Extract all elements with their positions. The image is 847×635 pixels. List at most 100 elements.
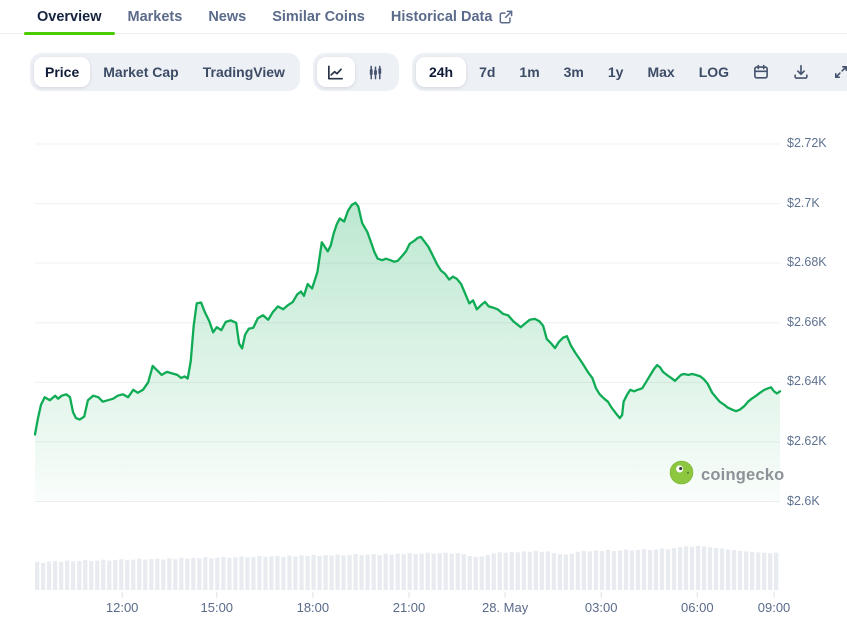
volume-bar bbox=[629, 550, 635, 590]
line-chart-button[interactable] bbox=[316, 57, 355, 87]
volume-bar bbox=[762, 552, 767, 590]
volume-bar bbox=[473, 556, 478, 590]
volume-bar bbox=[707, 547, 713, 590]
x-axis-label: 15:00 bbox=[200, 600, 234, 615]
tradingview-tab[interactable]: TradingView bbox=[202, 64, 285, 80]
watermark-text: coingecko bbox=[701, 465, 785, 484]
external-link-icon bbox=[499, 10, 513, 24]
line-chart-icon bbox=[326, 63, 345, 82]
range-7d-button[interactable]: 7d bbox=[479, 64, 496, 80]
volume-bar bbox=[647, 550, 653, 590]
tab-news[interactable]: News bbox=[195, 0, 259, 34]
calendar-button[interactable] bbox=[742, 57, 780, 87]
x-axis-label: 18:00 bbox=[296, 600, 330, 615]
volume-bar bbox=[593, 550, 599, 590]
volume-bar bbox=[239, 556, 244, 590]
volume-bars bbox=[35, 545, 779, 590]
volume-bar bbox=[269, 556, 274, 590]
volume-bar bbox=[509, 551, 514, 590]
volume-bar bbox=[677, 547, 683, 590]
volume-bar bbox=[383, 553, 388, 590]
download-button[interactable] bbox=[782, 57, 820, 87]
volume-bar bbox=[750, 551, 755, 590]
volume-bar bbox=[431, 553, 436, 590]
volume-bar bbox=[485, 555, 490, 590]
volume-bar bbox=[149, 559, 154, 590]
volume-bar bbox=[665, 549, 671, 590]
volume-bar bbox=[287, 555, 292, 590]
volume-bar bbox=[671, 548, 677, 590]
volume-bar bbox=[467, 556, 472, 590]
y-axis-label: $2.7K bbox=[787, 195, 820, 210]
volume-bar bbox=[353, 554, 358, 590]
range-24h-button[interactable]: 24h bbox=[415, 57, 467, 87]
volume-bar bbox=[605, 550, 611, 590]
fullscreen-button[interactable] bbox=[822, 57, 847, 87]
range-3m-button[interactable]: 3m bbox=[563, 64, 584, 80]
volume-bar bbox=[227, 557, 232, 590]
volume-bar bbox=[569, 553, 574, 590]
volume-bar bbox=[71, 561, 76, 590]
market-cap-tab[interactable]: Market Cap bbox=[103, 64, 179, 80]
volume-bar bbox=[281, 556, 286, 590]
volume-bar bbox=[299, 555, 304, 590]
tab-bar: Overview Markets News Similar Coins Hist… bbox=[0, 0, 847, 35]
volume-bar bbox=[497, 552, 502, 590]
volume-bar bbox=[275, 556, 280, 590]
range-1m-button[interactable]: 1m bbox=[519, 64, 540, 80]
volume-bar bbox=[251, 556, 256, 590]
volume-bar bbox=[407, 553, 412, 590]
volume-bar bbox=[359, 555, 364, 590]
volume-bar bbox=[725, 549, 731, 590]
tab-historical-data[interactable]: Historical Data bbox=[378, 0, 527, 34]
volume-bar bbox=[659, 548, 665, 590]
volume-bar bbox=[617, 550, 623, 590]
volume-bar bbox=[744, 551, 749, 590]
y-axis-label: $2.62K bbox=[787, 433, 827, 448]
volume-bar bbox=[533, 550, 538, 590]
volume-bar bbox=[545, 551, 550, 590]
volume-bar bbox=[155, 558, 160, 590]
volume-bar bbox=[479, 556, 484, 590]
tab-markets[interactable]: Markets bbox=[115, 0, 196, 34]
volume-bar bbox=[53, 561, 58, 590]
price-tab[interactable]: Price bbox=[34, 57, 91, 87]
chart-type-switcher bbox=[312, 53, 399, 91]
volume-bar bbox=[557, 554, 562, 590]
range-1y-button[interactable]: 1y bbox=[607, 64, 624, 80]
volume-bar bbox=[521, 551, 526, 590]
volume-bar bbox=[683, 546, 689, 590]
tab-similar-coins[interactable]: Similar Coins bbox=[259, 0, 378, 34]
tab-label: News bbox=[208, 8, 247, 25]
volume-bar bbox=[119, 559, 124, 590]
log-scale-button[interactable]: LOG bbox=[698, 64, 730, 80]
volume-bar bbox=[209, 558, 214, 590]
volume-bar bbox=[443, 552, 448, 590]
range-switcher: 24h 7d 1m 3m 1y Max LOG bbox=[411, 53, 847, 91]
y-axis-label: $2.64K bbox=[787, 374, 827, 389]
volume-bar bbox=[329, 555, 334, 590]
coingecko-watermark: coingecko bbox=[669, 460, 784, 490]
price-chart-area[interactable]: $2.72K $2.7K $2.68K $2.66K $2.64K $2.62K $2.6K… bbox=[0, 96, 847, 635]
volume-bar bbox=[395, 553, 400, 590]
volume-bar bbox=[575, 551, 580, 590]
tab-overview[interactable]: Overview bbox=[24, 0, 115, 35]
volume-bar bbox=[137, 558, 142, 590]
candlestick-chart-button[interactable] bbox=[357, 57, 395, 87]
volume-bar bbox=[551, 553, 556, 590]
tab-label: Similar Coins bbox=[272, 8, 365, 25]
volume-bar bbox=[335, 554, 340, 590]
range-max-button[interactable]: Max bbox=[647, 64, 675, 80]
volume-bar bbox=[653, 549, 659, 590]
volume-bar bbox=[437, 553, 442, 590]
download-icon bbox=[792, 63, 810, 81]
volume-bar bbox=[491, 553, 496, 590]
volume-bar bbox=[95, 560, 100, 590]
volume-bar bbox=[347, 555, 352, 590]
volume-bar bbox=[527, 551, 532, 590]
volume-bar bbox=[701, 546, 707, 590]
x-axis-ticks bbox=[121, 592, 775, 598]
volume-bar bbox=[539, 551, 544, 590]
volume-bar bbox=[756, 552, 761, 590]
